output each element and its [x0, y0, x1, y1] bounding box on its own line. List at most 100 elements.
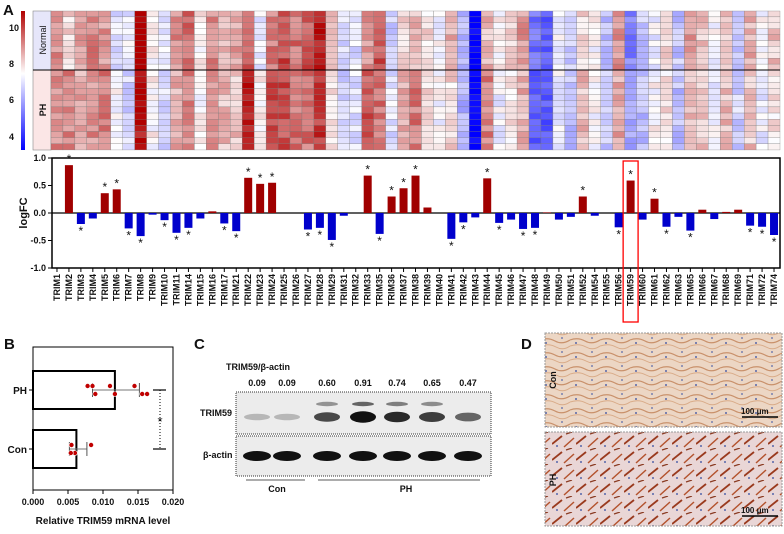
heatmap-cell: [158, 137, 171, 144]
heatmap-cell: [194, 100, 207, 108]
heatmap-cell: [421, 100, 434, 108]
heatmap-cell: [469, 63, 482, 71]
heatmap-cell: [337, 58, 350, 65]
heatmap-cell: [337, 63, 350, 71]
heatmap-cell: [277, 63, 291, 71]
heatmap-cell: [158, 88, 171, 95]
heatmap-cell: [373, 76, 386, 83]
heatmap-cell: [325, 100, 338, 108]
heatmap-cell: [540, 58, 554, 65]
heatmap-cell: [182, 100, 195, 108]
heatmap-cell: [481, 100, 494, 108]
heatmap-cell: [648, 82, 661, 89]
heatmap-cell: [433, 82, 446, 89]
heatmap-cell: [265, 52, 279, 59]
heatmap-cell: [289, 131, 303, 138]
x-tick-label: TRIM16: [207, 274, 217, 306]
heatmap-cell: [182, 10, 195, 18]
heatmap-cell: [708, 76, 721, 83]
ratio-value: 0.09: [278, 378, 296, 388]
actin-band: [313, 451, 341, 461]
heatmap-cell: [50, 52, 64, 59]
ratio-value: 0.60: [318, 378, 336, 388]
heatmap-cell: [516, 34, 530, 41]
heatmap-cell: [254, 58, 267, 65]
heatmap-cell: [218, 94, 231, 101]
heatmap-cell: [170, 94, 183, 101]
heatmap-cell: [409, 10, 422, 18]
heatmap-cell: [576, 125, 589, 132]
heatmap-cell: [313, 69, 327, 77]
significance-asterisk: *: [330, 240, 335, 254]
heatmap-cell: [504, 119, 518, 126]
y-tick-label: Con: [8, 445, 27, 456]
heatmap-cell: [457, 94, 470, 101]
heatmap-cell: [481, 125, 494, 132]
heatmap-cell: [755, 52, 769, 59]
heatmap-cell: [325, 52, 338, 59]
heatmap-cell: [767, 63, 781, 71]
heatmap-cell: [720, 76, 733, 83]
heatmap-cell: [564, 76, 577, 83]
heatmap-cell: [158, 63, 171, 71]
heatmap-cell: [528, 125, 542, 132]
heatmap-cell: [516, 119, 530, 126]
heatmap-cell: [230, 10, 243, 18]
heatmap-cell: [445, 40, 458, 47]
bar: [220, 213, 229, 224]
heatmap-cell: [445, 69, 458, 77]
group-label-ph: PH: [38, 104, 48, 117]
heatmap-cell: [361, 22, 374, 29]
heatmap-cell: [433, 16, 446, 23]
heatmap-cell: [134, 16, 147, 23]
x-tick-label: TRIM6: [112, 274, 122, 301]
heatmap-cell: [755, 112, 769, 120]
significance-asterisk: *: [67, 152, 72, 166]
heatmap-cell: [158, 46, 171, 53]
heatmap-cell: [564, 131, 577, 138]
heatmap-cell: [265, 28, 279, 35]
heatmap-cell: [600, 88, 613, 95]
heatmap-cell: [624, 58, 637, 65]
heatmap-cell: [122, 112, 135, 120]
heatmap-cell: [732, 63, 745, 71]
heatmap-cell: [313, 119, 327, 126]
heatmap-cell: [158, 34, 171, 41]
heatmap-cell: [564, 125, 577, 132]
heatmap-cell: [732, 22, 745, 29]
heatmap-cell: [230, 46, 243, 53]
heatmap-cell: [457, 34, 470, 41]
heatmap-cell: [493, 34, 506, 41]
heatmap-cell: [74, 100, 88, 108]
heatmap-cell: [743, 137, 757, 144]
heatmap-cell: [648, 100, 661, 108]
heatmap-cell: [732, 69, 745, 77]
heatmap-cell: [397, 88, 410, 95]
heatmap-cell: [732, 143, 745, 151]
heatmap-cell: [732, 125, 745, 132]
heatmap-cell: [696, 143, 709, 151]
heatmap-cell: [445, 22, 458, 29]
heatmap-cell: [146, 69, 159, 77]
heatmap-cell: [74, 69, 88, 77]
heatmap-cell: [182, 137, 195, 144]
heatmap-cell: [528, 34, 542, 41]
heatmap-cell: [552, 106, 566, 114]
heatmap-cell: [469, 119, 482, 126]
ratio-value: 0.09: [248, 378, 266, 388]
heatmap-cell: [624, 106, 637, 114]
heatmap-cell: [755, 40, 769, 47]
heatmap-cell: [146, 100, 159, 108]
heatmap-cell: [433, 119, 446, 126]
heatmap-cell: [528, 88, 542, 95]
heatmap-cell: [86, 137, 99, 144]
heatmap-cell: [600, 16, 613, 23]
heatmap-cell: [277, 100, 291, 108]
heatmap-cell: [74, 106, 88, 114]
heatmap-cell: [337, 94, 350, 101]
heatmap-cell: [397, 34, 410, 41]
heatmap-cell: [230, 76, 243, 83]
x-tick-label: TRIM5: [100, 274, 110, 301]
x-tick-label: TRIM24: [267, 274, 277, 306]
heatmap-cell: [732, 40, 745, 47]
